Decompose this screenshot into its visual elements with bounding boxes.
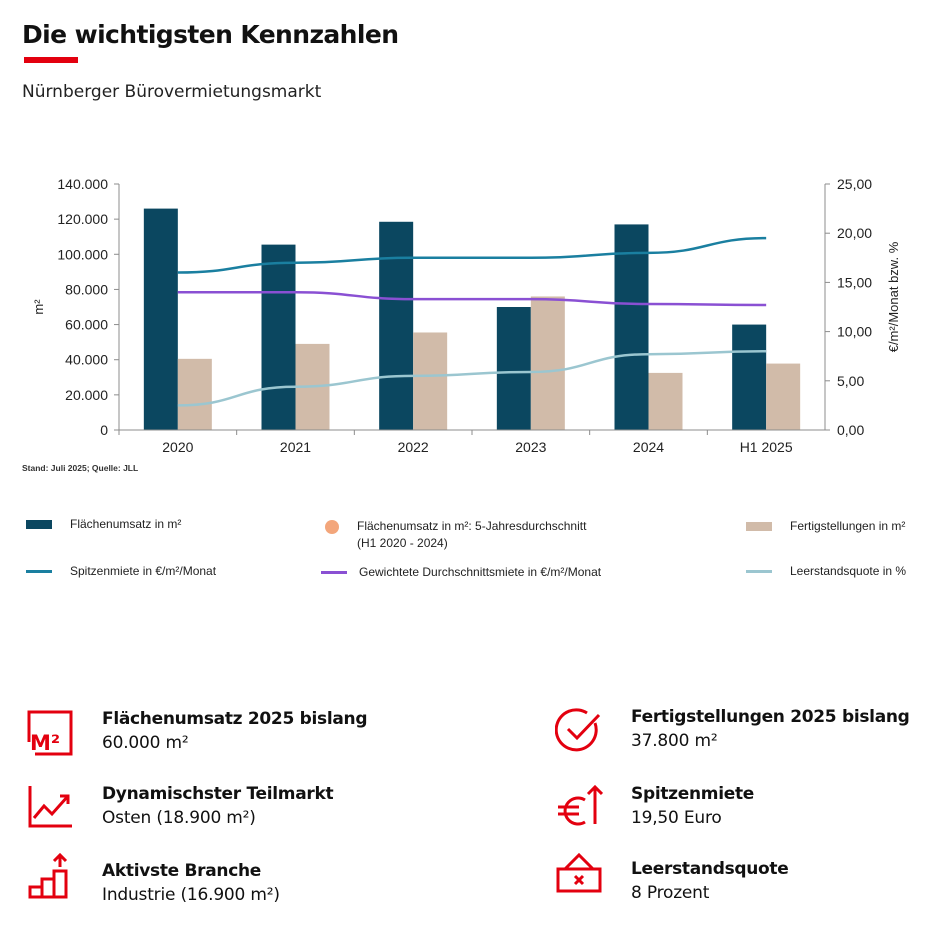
kpi-label: Aktivste Branche — [102, 861, 262, 881]
y2-tick-label: 15,00 — [837, 274, 872, 290]
x-tick-label: 2024 — [633, 439, 664, 455]
check-circle-icon — [555, 708, 601, 752]
y-tick-label: 140.000 — [57, 176, 108, 192]
y-tick-label: 100.000 — [57, 246, 108, 262]
legend-swatch — [321, 571, 347, 574]
y2-tick-label: 5,00 — [837, 373, 864, 389]
kpi-fertigstellungen: Fertigstellungen 2025 bislang 37.800 m² — [555, 707, 910, 755]
page-subtitle: Nürnberger Bürovermietungsmarkt — [22, 82, 322, 102]
kpi-value: 8 Prozent — [631, 883, 710, 903]
y2-tick-label: 10,00 — [837, 324, 872, 340]
bar-flaechenumsatz — [614, 224, 649, 430]
kpi-value: 19,50 Euro — [631, 808, 722, 828]
y2-tick-label: 0,00 — [837, 422, 864, 438]
source-note: Stand: Juli 2025; Quelle: JLL — [22, 463, 139, 473]
bar-flaechenumsatz — [379, 221, 414, 430]
kpi-label: Dynamischster Teilmarkt — [102, 784, 334, 804]
m2-icon: M² — [27, 710, 73, 756]
legend-swatch — [325, 520, 339, 534]
x-tick-label: 2022 — [398, 439, 429, 455]
legend-label: Leerstandsquote in % — [790, 564, 907, 578]
line-durchschnittsmiete — [177, 290, 767, 307]
x-tick-label: 2021 — [280, 439, 311, 455]
bar-fertigstellungen — [766, 363, 801, 430]
bar-flaechenumsatz — [143, 208, 178, 430]
bar-flaechenumsatz — [261, 244, 296, 430]
y2-tick-label: 25,00 — [837, 176, 872, 192]
legend-label: Flächenumsatz in m²: 5-Jahresdurchschnit… — [357, 519, 587, 550]
kennzahlen-chart: 0 20.000 40.000 60.000 80.000 100.000 120.000 1… — [31, 176, 901, 455]
y2-axis-title: €/m²/Monat bzw. % — [886, 241, 901, 352]
growth-chart-icon — [28, 786, 72, 828]
kpi-value: 37.800 m² — [631, 731, 718, 751]
x-tick-label: 2023 — [515, 439, 546, 455]
legend-item-leerstand: Leerstandsquote in % — [746, 563, 906, 580]
kpi-spitzenmiete: Spitzenmiete 19,50 Euro — [555, 784, 754, 832]
x-tick-label: 2020 — [162, 439, 193, 455]
title-underline — [24, 57, 78, 63]
legend-swatch — [746, 522, 772, 531]
kpi-value: Osten (18.900 m²) — [102, 808, 256, 828]
legend-swatch — [746, 570, 772, 573]
legend-label: Fertigstellungen in m² — [790, 519, 906, 533]
euro-up-icon — [558, 784, 603, 826]
kpi-value: Industrie (16.900 m²) — [102, 885, 280, 905]
line-leerstand — [177, 350, 767, 407]
y2-tick-label: 20,00 — [837, 225, 872, 241]
legend-item-durchschnittsmiete: Gewichtete Durchschnittsmiete in €/m²/Mo… — [321, 564, 601, 581]
y-tick-label: 20.000 — [65, 387, 108, 403]
bar-fertigstellungen — [413, 332, 448, 430]
kpi-label: Leerstandsquote — [631, 859, 789, 879]
legend-item-fuenfjahresschnitt: Flächenumsatz in m²: 5-Jahresdurchschnit… — [325, 518, 586, 552]
rising-bars-icon — [28, 853, 68, 899]
bar-flaechenumsatz — [496, 307, 531, 430]
x-tick-label: H1 2025 — [740, 439, 793, 455]
bar-fertigstellungen — [530, 296, 565, 430]
svg-text:M²: M² — [30, 731, 60, 755]
y-tick-label: 80.000 — [65, 281, 108, 297]
legend-item-spitzenmiete: Spitzenmiete in €/m²/Monat — [26, 563, 216, 580]
y-tick-label: 0 — [100, 422, 108, 438]
legend-swatch — [26, 570, 52, 573]
y-tick-label: 120.000 — [57, 211, 108, 227]
legend-label: Gewichtete Durchschnittsmiete in €/m²/Mo… — [359, 565, 602, 579]
kpi-branche: Aktivste Branche Industrie (16.900 m²) — [26, 853, 280, 905]
kpi-label: Fertigstellungen 2025 bislang — [631, 707, 910, 727]
y-tick-label: 60.000 — [65, 317, 108, 333]
line-spitzenmiete — [177, 236, 767, 274]
kpi-label: Flächenumsatz 2025 bislang — [102, 709, 368, 729]
bar-fertigstellungen — [177, 358, 212, 430]
legend-item-flaechenumsatz: Flächenumsatz in m² — [26, 516, 181, 533]
kpi-leerstand: Leerstandsquote 8 Prozent — [555, 852, 789, 903]
legend-label: Spitzenmiete in €/m²/Monat — [70, 564, 217, 578]
kpi-label: Spitzenmiete — [631, 784, 755, 804]
page-title: Die wichtigsten Kennzahlen — [22, 20, 399, 49]
legend-swatch — [26, 520, 52, 529]
legend-item-fertigstellungen: Fertigstellungen in m² — [746, 518, 905, 535]
bar-flaechenumsatz — [732, 324, 767, 430]
legend-label: Flächenumsatz in m² — [70, 517, 182, 531]
kpi-teilmarkt: Dynamischster Teilmarkt Osten (18.900 m²… — [26, 784, 334, 832]
y-tick-label: 40.000 — [65, 352, 108, 368]
bar-fertigstellungen — [648, 372, 683, 430]
kpi-flaechenumsatz: M² Flächenumsatz 2025 bislang 60.000 m² — [26, 709, 368, 757]
y-axis-title: m² — [31, 299, 46, 315]
kpi-value: 60.000 m² — [102, 733, 189, 753]
vacancy-sign-icon — [556, 852, 602, 893]
